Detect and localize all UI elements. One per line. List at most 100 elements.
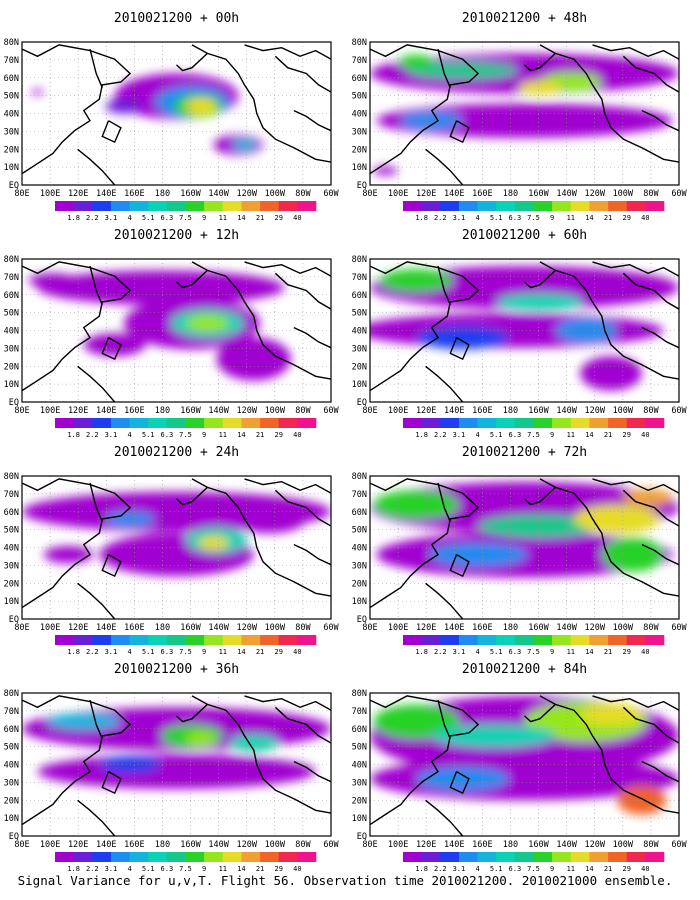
lon-tick-label: 60W [323, 406, 339, 416]
colorbar-label: 4 [127, 214, 131, 222]
variance-field [370, 481, 679, 578]
lat-tick-label: 40N [352, 110, 367, 120]
lat-tick-label: 60N [352, 725, 367, 735]
colorbar-label: 1.8 [415, 648, 428, 656]
colorbar-label: 40 [293, 648, 301, 656]
colorbar-swatch [278, 201, 298, 211]
colorbar-label: 9 [550, 214, 554, 222]
variance-contour [185, 314, 230, 332]
colorbar-label: 3.1 [453, 431, 466, 439]
lon-tick-label: 180 [155, 623, 170, 633]
colorbar-swatch [92, 635, 112, 645]
lat-tick-label: 60N [4, 74, 19, 84]
lon-tick-label: 160E [124, 406, 144, 416]
colorbar-swatch [222, 852, 242, 862]
lat-tick-label: 80N [352, 38, 367, 48]
colorbar-swatch [129, 418, 149, 428]
lon-tick-label: 120W [236, 623, 257, 633]
colorbar-label: 9 [202, 431, 206, 439]
colorbar-swatch [278, 852, 298, 862]
colorbar-label: 3.1 [105, 865, 118, 873]
colorbar-swatch [440, 201, 460, 211]
colorbar-label: 3.1 [105, 431, 118, 439]
lat-tick-label: 80N [352, 472, 367, 482]
colorbar-swatch [421, 635, 441, 645]
colorbar-swatch [110, 635, 130, 645]
colorbar-swatch [403, 852, 422, 862]
colorbar-label: 6.3 [509, 648, 522, 656]
colorbar-label: 11 [567, 431, 575, 439]
colorbar-swatch [626, 635, 646, 645]
lon-tick-label: 160E [472, 840, 492, 850]
variance-contour [31, 89, 44, 95]
lat-tick-label: 80N [352, 255, 367, 265]
lat-tick-label: 80N [4, 472, 19, 482]
lon-tick-label: 120E [68, 840, 88, 850]
lon-tick-label: 120W [236, 406, 257, 416]
variance-contour [407, 62, 519, 80]
lat-tick-label: 70N [4, 273, 19, 283]
colorbar-swatch [458, 418, 478, 428]
lat-tick-label: 80N [4, 38, 19, 48]
colorbar-label: 21 [256, 431, 264, 439]
colorbar-label: 9 [550, 865, 554, 873]
colorbar-label: 9 [202, 648, 206, 656]
colorbar-swatch [496, 852, 516, 862]
colorbar-swatch [260, 418, 280, 428]
colorbar-label: 2.2 [86, 648, 99, 656]
colorbar-label: 5.1 [490, 431, 503, 439]
colorbar-label: 1.8 [67, 648, 80, 656]
variance-contour [397, 54, 435, 70]
colorbar-swatch [589, 201, 609, 211]
colorbar-swatch [278, 635, 298, 645]
panel-title: 2010021200 + 00h [114, 11, 239, 26]
colorbar-swatch [92, 201, 112, 211]
lat-tick-label: 10N [352, 163, 367, 173]
colorbar-swatch [129, 201, 149, 211]
colorbar-swatch [514, 635, 534, 645]
lon-tick-label: 60W [323, 840, 339, 850]
colorbar-swatch [570, 852, 590, 862]
lon-tick-label: 140W [556, 189, 577, 199]
colorbar-label: 29 [622, 865, 630, 873]
lat-tick-label: 70N [4, 56, 19, 66]
lon-tick-label: 160W [528, 189, 549, 199]
colorbar-swatch [440, 418, 460, 428]
colorbar-label: 7.5 [179, 431, 192, 439]
lat-tick-label: 70N [352, 56, 367, 66]
colorbar-swatch [645, 635, 665, 645]
lat-tick-label: 10N [352, 597, 367, 607]
lat-tick-label: 60N [4, 508, 19, 518]
lon-tick-label: 80E [362, 623, 377, 633]
lat-tick-label: 10N [4, 380, 19, 390]
colorbar-swatch [185, 201, 205, 211]
colorbar-swatch [458, 635, 478, 645]
lat-tick-label: EQ [357, 398, 367, 408]
lat-tick-label: 40N [352, 761, 367, 771]
colorbar-swatch [570, 418, 590, 428]
lat-tick-label: 70N [352, 707, 367, 717]
lat-tick-label: EQ [9, 181, 19, 191]
colorbar-label: 21 [256, 865, 264, 873]
colorbar-swatch [222, 635, 242, 645]
colorbar-label: 5.1 [142, 214, 155, 222]
variance-field [28, 270, 291, 381]
lat-tick-label: 70N [4, 490, 19, 500]
colorbar-swatch [552, 635, 572, 645]
colorbar-swatch [626, 418, 646, 428]
lon-tick-label: 60W [323, 623, 339, 633]
lat-tick-label: 80N [352, 689, 367, 699]
lon-tick-label: 160W [180, 840, 201, 850]
variance-contour [229, 734, 279, 752]
colorbar-label: 3.1 [105, 648, 118, 656]
lat-tick-label: 50N [352, 309, 367, 319]
colorbar-swatch [458, 201, 478, 211]
lon-tick-label: 80E [362, 189, 377, 199]
colorbar-swatch [589, 852, 609, 862]
colorbar-swatch [73, 635, 93, 645]
lon-tick-label: 160E [124, 623, 144, 633]
colorbar-label: 7.5 [179, 865, 192, 873]
lon-tick-label: 140E [96, 840, 116, 850]
panel-title: 2010021200 + 24h [114, 445, 239, 460]
lat-tick-label: 20N [4, 362, 19, 372]
